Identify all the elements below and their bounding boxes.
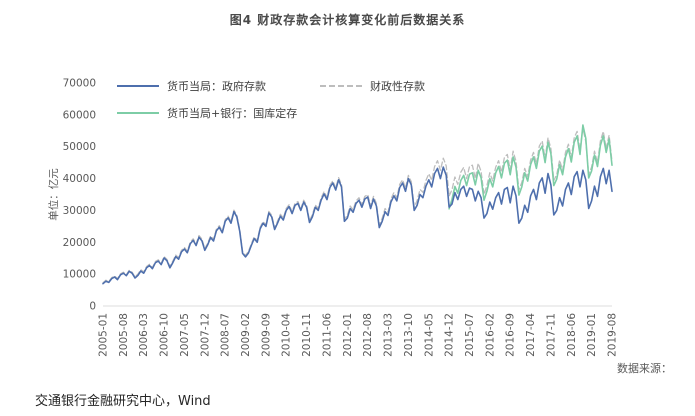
svg-text:40000: 40000 [63, 173, 96, 185]
svg-text:2008-07: 2008-07 [220, 313, 232, 357]
svg-text:2012-01: 2012-01 [342, 313, 354, 357]
legend-item-govt-deposits: 货币当局：政府存款 [117, 79, 266, 93]
legend-item-treasury-deposits: 货币当局+银行：国库定存 [117, 106, 297, 120]
svg-text:2018-06: 2018-06 [566, 313, 578, 357]
chart-title: 图4 财政存款会计核算变化前后数据关系 [229, 13, 466, 27]
line-chart: 0 10000 20000 30000 40000 50000 60000 70000 2005… [47, 78, 619, 357]
svg-text:2007-05: 2007-05 [179, 313, 191, 357]
legend-item-fiscal-deposits: 财政性存款 [320, 79, 425, 93]
legend-line-dashed-gray-icon [320, 85, 362, 87]
svg-text:2016-09: 2016-09 [505, 313, 517, 357]
svg-text:2006-10: 2006-10 [159, 313, 171, 357]
data-source-label: 数据来源： [617, 362, 672, 375]
svg-text:2009-09: 2009-09 [260, 313, 272, 357]
svg-text:2013-03: 2013-03 [383, 313, 395, 357]
svg-text:2017-11: 2017-11 [545, 313, 557, 357]
svg-text:2007-12: 2007-12 [199, 313, 211, 357]
svg-text:2019-01: 2019-01 [586, 313, 598, 357]
legend-line-green-icon [117, 112, 159, 114]
svg-text:2012-08: 2012-08 [362, 313, 374, 357]
svg-text:0: 0 [89, 301, 96, 313]
svg-text:2016-02: 2016-02 [484, 313, 496, 357]
legend-label-treasury-deposits: 货币当局+银行：国库定存 [167, 107, 298, 120]
svg-text:30000: 30000 [63, 205, 96, 217]
svg-text:2006-03: 2006-03 [138, 313, 150, 357]
svg-text:2010-04: 2010-04 [281, 313, 293, 357]
svg-text:70000: 70000 [63, 78, 96, 90]
svg-text:2014-12: 2014-12 [444, 313, 456, 357]
svg-text:2009-02: 2009-02 [240, 313, 252, 357]
svg-text:单位：亿元: 单位：亿元 [47, 168, 60, 221]
svg-text:2013-10: 2013-10 [403, 313, 415, 357]
legend-line-blue-icon [117, 85, 159, 87]
svg-text:2005-01: 2005-01 [98, 313, 110, 357]
legend-label-govt-deposits: 货币当局：政府存款 [167, 80, 266, 93]
svg-text:2014-05: 2014-05 [423, 313, 435, 357]
svg-text:20000: 20000 [63, 237, 96, 249]
svg-text:10000: 10000 [63, 269, 96, 281]
svg-text:2005-08: 2005-08 [118, 313, 130, 357]
svg-text:60000: 60000 [63, 109, 96, 121]
svg-text:2011-06: 2011-06 [322, 313, 334, 357]
svg-text:50000: 50000 [63, 141, 96, 153]
svg-text:2015-07: 2015-07 [464, 313, 476, 357]
svg-text:2019-08: 2019-08 [607, 313, 619, 357]
svg-text:2017-04: 2017-04 [525, 313, 537, 357]
svg-text:2010-11: 2010-11 [301, 313, 313, 357]
footer-credit: 交通银行金融研究中心，Wind [35, 394, 211, 409]
legend-label-fiscal-deposits: 财政性存款 [370, 80, 425, 93]
